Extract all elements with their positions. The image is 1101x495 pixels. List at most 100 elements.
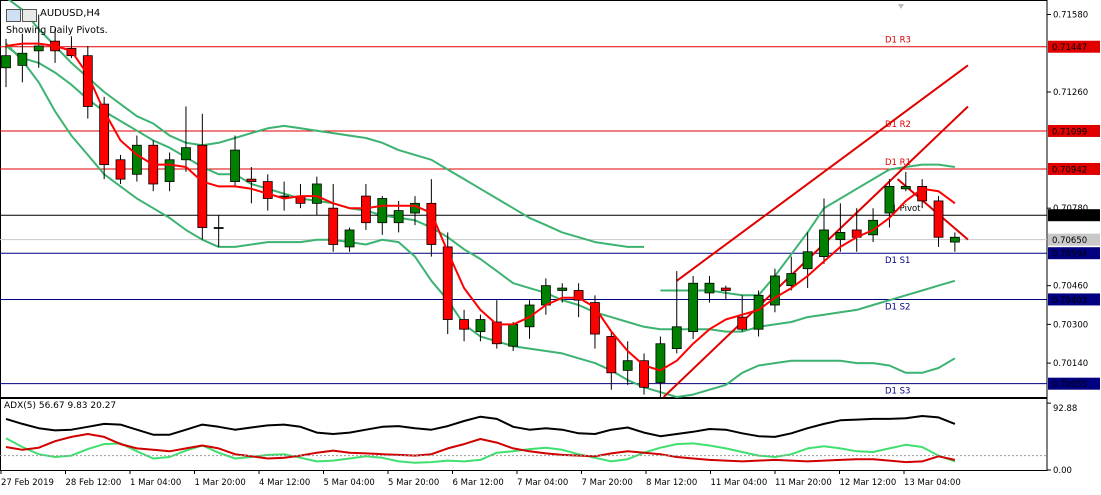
candle-body — [622, 360, 633, 371]
adx-tick-label: 0.00 — [1053, 466, 1072, 476]
chart-subtitle: Showing Daily Pivots. — [6, 25, 108, 36]
candle-body — [557, 287, 568, 291]
candle-body — [573, 290, 584, 301]
price-tag-bg — [1048, 247, 1100, 260]
current-price-bg — [1048, 233, 1100, 246]
candle-body — [786, 273, 797, 287]
shift-marker-icon — [898, 4, 904, 9]
candle-body — [704, 282, 715, 294]
x-tick-label: 11 Mar 20:00 — [775, 478, 832, 488]
time-axis: 27 Feb 2019 28 Feb 12:00 1 Mar 04:00 1 Mar … — [0, 470, 961, 488]
adx-panel: 92.88 0.00 — [0, 402, 1077, 476]
candle-body — [770, 275, 780, 306]
candle-body — [311, 183, 322, 204]
candle-body — [720, 287, 731, 291]
price-tag-bg — [1048, 40, 1100, 53]
candle-body — [900, 185, 911, 190]
candle-body — [361, 195, 371, 224]
pivot-label: D1 R2 — [885, 120, 911, 130]
bollinger-middle-band — [5, 45, 956, 333]
pivot-price-tag: 0.71447 — [1052, 43, 1087, 53]
candle-body — [671, 326, 682, 349]
candle-body — [819, 229, 829, 257]
x-tick-label: 6 Mar 12:00 — [453, 478, 504, 488]
adx-header-label: ADX(5) 56.67 9.83 20.27 — [4, 401, 117, 411]
chart-symbol-title: AUDUSD,H4 — [40, 8, 101, 19]
trend-line — [896, 178, 969, 241]
candle-body — [131, 144, 142, 175]
price-tag-bg — [1048, 162, 1100, 175]
price-tag-bg — [1048, 377, 1100, 390]
candle-body — [230, 149, 240, 182]
candle-body — [262, 181, 273, 199]
x-tick-label: 27 Feb 2019 — [1, 478, 54, 488]
candle-body — [115, 159, 126, 180]
candle-body — [377, 198, 388, 224]
candle-body — [459, 319, 469, 330]
candle-body — [540, 285, 551, 306]
candle-body — [1, 55, 11, 69]
moving-average-line — [5, 42, 956, 372]
candle-body — [835, 231, 846, 241]
price-tag-bg — [1048, 124, 1100, 137]
candle-body — [197, 144, 208, 228]
y-tick-label: 0.70140 — [1053, 359, 1088, 369]
candle-body — [213, 227, 224, 229]
candle-body — [393, 210, 404, 224]
y-tick-label: 0.70460 — [1053, 282, 1088, 292]
current-price-tag: 0.70650 — [1052, 236, 1087, 246]
header-icon-2[interactable] — [22, 9, 37, 22]
candle-body — [17, 52, 28, 66]
candle-body — [426, 202, 437, 245]
y-tick-label: 0.71580 — [1053, 11, 1088, 21]
pivot-label: D1 R3 — [885, 36, 911, 46]
price-tag-bg — [1048, 209, 1100, 222]
x-tick-label: 7 Mar 04:00 — [517, 478, 568, 488]
x-tick-label: 12 Mar 12:00 — [840, 478, 897, 488]
candle-body — [475, 319, 486, 333]
pivot-price-tag: 0.70403 — [1052, 296, 1087, 306]
pivot-levels: D1 R3 D1 R2 D1 R1 D1 Pivot D1 S1 D1 S2 D1 S3 — [0, 36, 1047, 397]
moving-average — [5, 42, 956, 372]
pivot-price-tag: 0.70751 — [1052, 212, 1087, 222]
x-tick-label: 1 Mar 04:00 — [130, 478, 181, 488]
trend-line — [662, 105, 969, 398]
candle-body — [590, 302, 600, 335]
pivot-price-tag: 0.71099 — [1052, 127, 1087, 137]
x-tick-label: 7 Mar 20:00 — [582, 478, 633, 488]
candles — [1, 14, 960, 397]
y-tick-label: 0.71260 — [1053, 88, 1088, 98]
y-tick-label: 0.70300 — [1053, 320, 1088, 330]
candle-body — [99, 103, 110, 166]
candle-body — [802, 251, 813, 270]
x-tick-label: 5 Mar 20:00 — [388, 478, 439, 488]
candle-body — [949, 236, 960, 243]
candle-body — [688, 282, 699, 333]
x-tick-label: 1 Mar 20:00 — [195, 478, 246, 488]
pivot-label: D1 Pivot — [885, 204, 921, 214]
bollinger-upper-band — [7, 0, 644, 248]
trend-line — [676, 64, 969, 282]
pivot-price-tag: 0.70055 — [1052, 380, 1087, 390]
x-tick-label: 13 Mar 04:00 — [904, 478, 961, 488]
candle-body — [508, 323, 519, 347]
pivot-price-tag: 0.70942 — [1052, 165, 1087, 175]
x-tick-label: 4 Mar 12:00 — [259, 478, 310, 488]
adx-tick-label: 92.88 — [1053, 404, 1077, 414]
price-axis: 0.71447 0.71099 0.70942 0.70751 0.70594 0.704… — [1047, 11, 1100, 390]
pivot-label: D1 S2 — [885, 302, 910, 312]
candle-body — [753, 294, 764, 330]
trend-lines — [662, 64, 969, 398]
candle-body — [491, 321, 502, 345]
candle-body — [33, 45, 44, 52]
candle-body — [442, 246, 453, 320]
pivot-price-tag: 0.70594 — [1052, 250, 1087, 260]
candle-body — [639, 360, 649, 388]
x-tick-label: 8 Mar 12:00 — [646, 478, 697, 488]
header-icon[interactable] — [6, 9, 21, 22]
candle-body — [82, 55, 93, 107]
x-tick-label: 5 Mar 04:00 — [324, 478, 375, 488]
candle-body — [933, 200, 944, 238]
candle-body — [606, 336, 617, 374]
